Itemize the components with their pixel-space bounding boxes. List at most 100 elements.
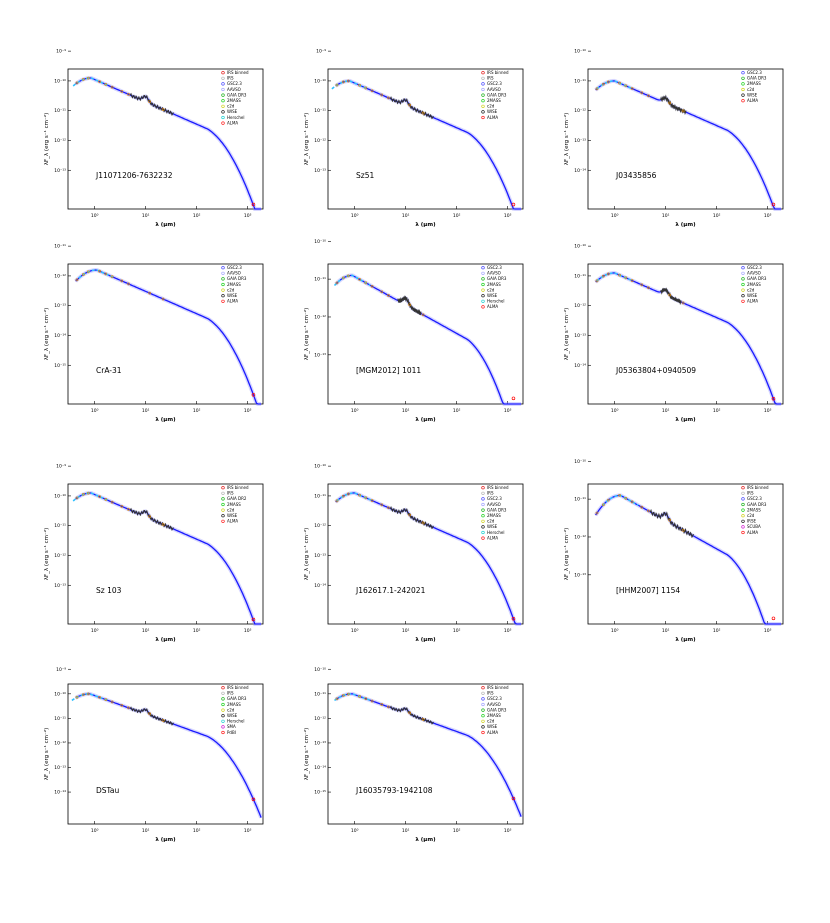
legend-label: ALMA [747,530,758,535]
x-tick-label: 10¹ [402,408,410,414]
y-tick-label: 10⁻¹¹ [54,244,66,250]
legend-marker [741,76,745,80]
legend-marker [221,288,225,292]
x-tick-label: 10² [713,213,721,219]
y-tick-label: 10⁻¹² [54,138,66,144]
y-tick-label: 10⁻¹³ [54,168,66,174]
legend-label: GSC2.3 [487,696,502,701]
photometry-point [681,528,685,532]
y-axis-label: λF_λ (erg s⁻¹ cm⁻²) [303,728,310,780]
legend-label: IRS binned [747,485,769,490]
legend-label: IRS binned [227,685,249,690]
legend-marker [481,708,485,712]
y-tick-label: 10⁻¹² [54,273,66,279]
sed-panel: 10⁰ 10¹ 10² 10³ 10⁻¹⁰ 10⁻¹¹ 10⁻¹² 10⁻¹³ 10⁻¹⁴ λ (… [560,244,790,423]
legend-marker [481,277,485,281]
photometry-point [110,275,114,279]
legend-label: ALMA [487,115,498,120]
photometry-point [75,496,79,500]
photometry-point [370,499,374,502]
legend-label: Herschel [487,299,505,304]
plot-frame [67,483,264,625]
y-tick-label: 10⁻¹⁴ [54,333,66,339]
x-tick-label: 10³ [244,628,252,634]
y-axis-label: λF_λ (erg s⁻¹ cm⁻²) [563,113,570,165]
plot-frame [587,263,784,405]
photometry-point [668,101,672,105]
legend-marker [741,71,745,75]
legend-marker [221,93,225,97]
legend-label: WISE [487,109,498,114]
photometry-point [346,692,350,696]
legend-marker [741,497,745,501]
legend-label: GSC2.3 [747,496,762,501]
legend-label: c2d [747,513,755,518]
legend-marker [481,525,485,529]
y-tick-label: 10⁻¹⁵ [54,363,66,369]
legend-label: IRSE [747,519,756,524]
photometry-point [335,281,339,285]
photometry-point [421,521,425,525]
photometry-point [75,278,79,282]
legend-marker [481,71,485,75]
plot-frame [327,683,524,825]
legend-label: 2MASS [227,282,241,287]
y-tick-label: 10⁻¹¹ [314,691,326,697]
photometry-point [120,279,124,283]
legend-marker [221,271,225,275]
photometry-point [148,515,152,519]
y-tick-label: 10⁻¹⁵ [314,790,326,796]
photometry-point [341,80,345,84]
legend-label: WISE [487,524,498,529]
x-tick-label: 10⁰ [91,408,99,414]
x-tick-label: 10² [713,628,721,634]
x-tick-label: 10¹ [142,408,150,414]
legend-marker [481,288,485,292]
photometry-point [624,84,628,88]
x-axis-label: λ (μm) [155,222,176,228]
legend-label: c2d [747,87,755,92]
x-tick-label: 10¹ [142,628,150,634]
legend-marker [741,486,745,490]
legend-marker [481,702,485,707]
x-tick-label: 10³ [504,408,512,414]
legend-label: GAIA DR2 [227,496,247,501]
photometry-point [640,505,644,509]
x-axis-label: λ (μm) [675,637,696,643]
photometry-point [380,93,384,97]
y-axis-label: λF_λ (erg s⁻¹ cm⁻²) [563,308,570,360]
object-name: DSTau [96,786,119,795]
legend-marker [221,714,225,718]
legend-label: GAIA DR3 [227,696,247,701]
optical-model-segment [596,80,633,90]
legend-label: WISE [227,713,238,718]
photometry-point [370,699,374,703]
photometry-point [601,82,605,86]
x-axis-label: λ (μm) [415,417,436,423]
legend-label: 2MASS [747,507,761,512]
legend-marker [221,82,225,86]
legend-label: c2d [487,519,495,524]
photometry-point [606,498,610,502]
x-tick-label: 10³ [504,213,512,219]
x-tick-label: 10⁰ [91,628,99,634]
object-name: CrA-31 [96,366,122,375]
legend-marker [741,502,745,507]
legend-marker [481,486,485,490]
legend-marker [741,99,745,103]
legend-marker [481,725,485,729]
x-axis-label: λ (μm) [675,222,696,228]
legend-marker [221,725,225,729]
photometry-point [148,712,152,716]
sed-plot: 10⁰ 10¹ 10² 10³ 10⁻⁹ 10⁻¹⁰ 10⁻¹¹ 10⁻¹² 10⁻¹³ λ (μ… [43,49,264,228]
x-tick-label: 10² [193,213,201,219]
submm-point [771,397,776,401]
irs-spectrum [389,506,434,530]
sed-panel: 10⁰ 10¹ 10² 10³ 10⁻¹⁰ 10⁻¹¹ 10⁻¹² 10⁻¹³ 10⁻¹⁴ λ (… [300,464,530,643]
y-tick-label: 10⁻¹³ [314,168,326,174]
legend-marker [481,530,485,535]
y-tick-label: 10⁻¹⁰ [574,49,586,55]
legend-marker [481,497,485,501]
y-tick-label: 10⁻¹⁰ [314,464,326,470]
